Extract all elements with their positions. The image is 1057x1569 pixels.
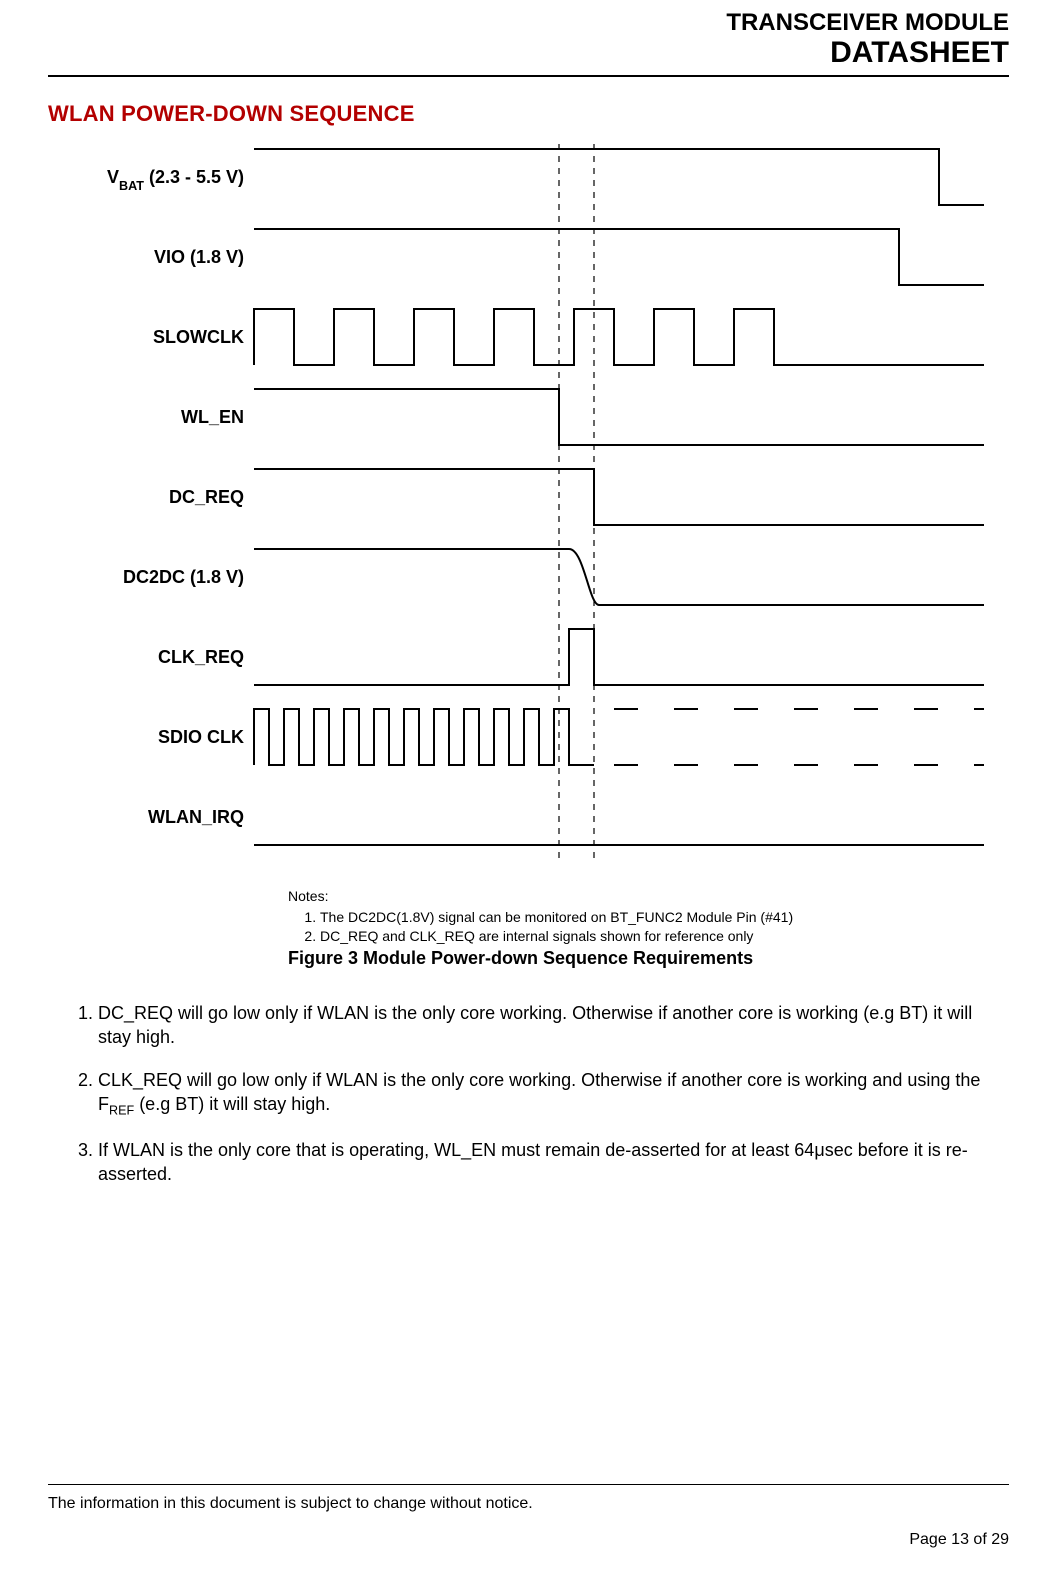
figure-notes: Notes: The DC2DC(1.8V) signal can be mon…: [288, 887, 1009, 946]
notes-item: DC_REQ and CLK_REQ are internal signals …: [320, 927, 1009, 946]
notes-heading: Notes:: [288, 888, 328, 904]
svg-text:SLOWCLK: SLOWCLK: [153, 327, 244, 347]
timing-svg: VBAT (2.3 - 5.5 V) VIO (1.8 V) SLOWCLK WL_E…: [69, 137, 989, 887]
notes-list: The DC2DC(1.8V) signal can be monitored …: [288, 908, 1009, 946]
svg-text:DC_REQ: DC_REQ: [168, 487, 243, 507]
footer-disclaimer: The information in this document is subj…: [48, 1495, 1009, 1513]
header-rule: [48, 75, 1009, 77]
page-header: TRANSCEIVER MODULE DATASHEET: [48, 10, 1009, 69]
notes-item: The DC2DC(1.8V) signal can be monitored …: [320, 908, 1009, 927]
svg-text:WLAN_IRQ: WLAN_IRQ: [148, 807, 244, 827]
svg-text:VBAT (2.3 - 5.5 V): VBAT (2.3 - 5.5 V): [106, 167, 243, 193]
timing-diagram: VBAT (2.3 - 5.5 V) VIO (1.8 V) SLOWCLK WL_E…: [48, 137, 1009, 887]
svg-text:CLK_REQ: CLK_REQ: [157, 647, 243, 667]
svg-text:VIO (1.8 V): VIO (1.8 V): [153, 247, 243, 267]
body-list: DC_REQ will go low only if WLAN is the o…: [66, 1001, 1009, 1204]
body-list-item: DC_REQ will go low only if WLAN is the o…: [98, 1001, 1009, 1050]
body-list-item: CLK_REQ will go low only if WLAN is the …: [98, 1068, 1009, 1120]
footer-rule: [48, 1484, 1009, 1485]
header-line2: DATASHEET: [48, 36, 1009, 69]
body-list-item: If WLAN is the only core that is operati…: [98, 1138, 1009, 1187]
figure-caption: Figure 3 Module Power-down Sequence Requ…: [288, 948, 1009, 969]
section-title: WLAN POWER-DOWN SEQUENCE: [48, 101, 1009, 127]
svg-text:DC2DC (1.8 V): DC2DC (1.8 V): [122, 567, 243, 587]
svg-text:SDIO CLK: SDIO CLK: [157, 727, 243, 747]
page: TRANSCEIVER MODULE DATASHEET WLAN POWER-…: [0, 0, 1057, 1569]
svg-text:WL_EN: WL_EN: [181, 407, 244, 427]
header-line1: TRANSCEIVER MODULE: [48, 10, 1009, 36]
page-number: Page 13 of 29: [48, 1531, 1009, 1549]
